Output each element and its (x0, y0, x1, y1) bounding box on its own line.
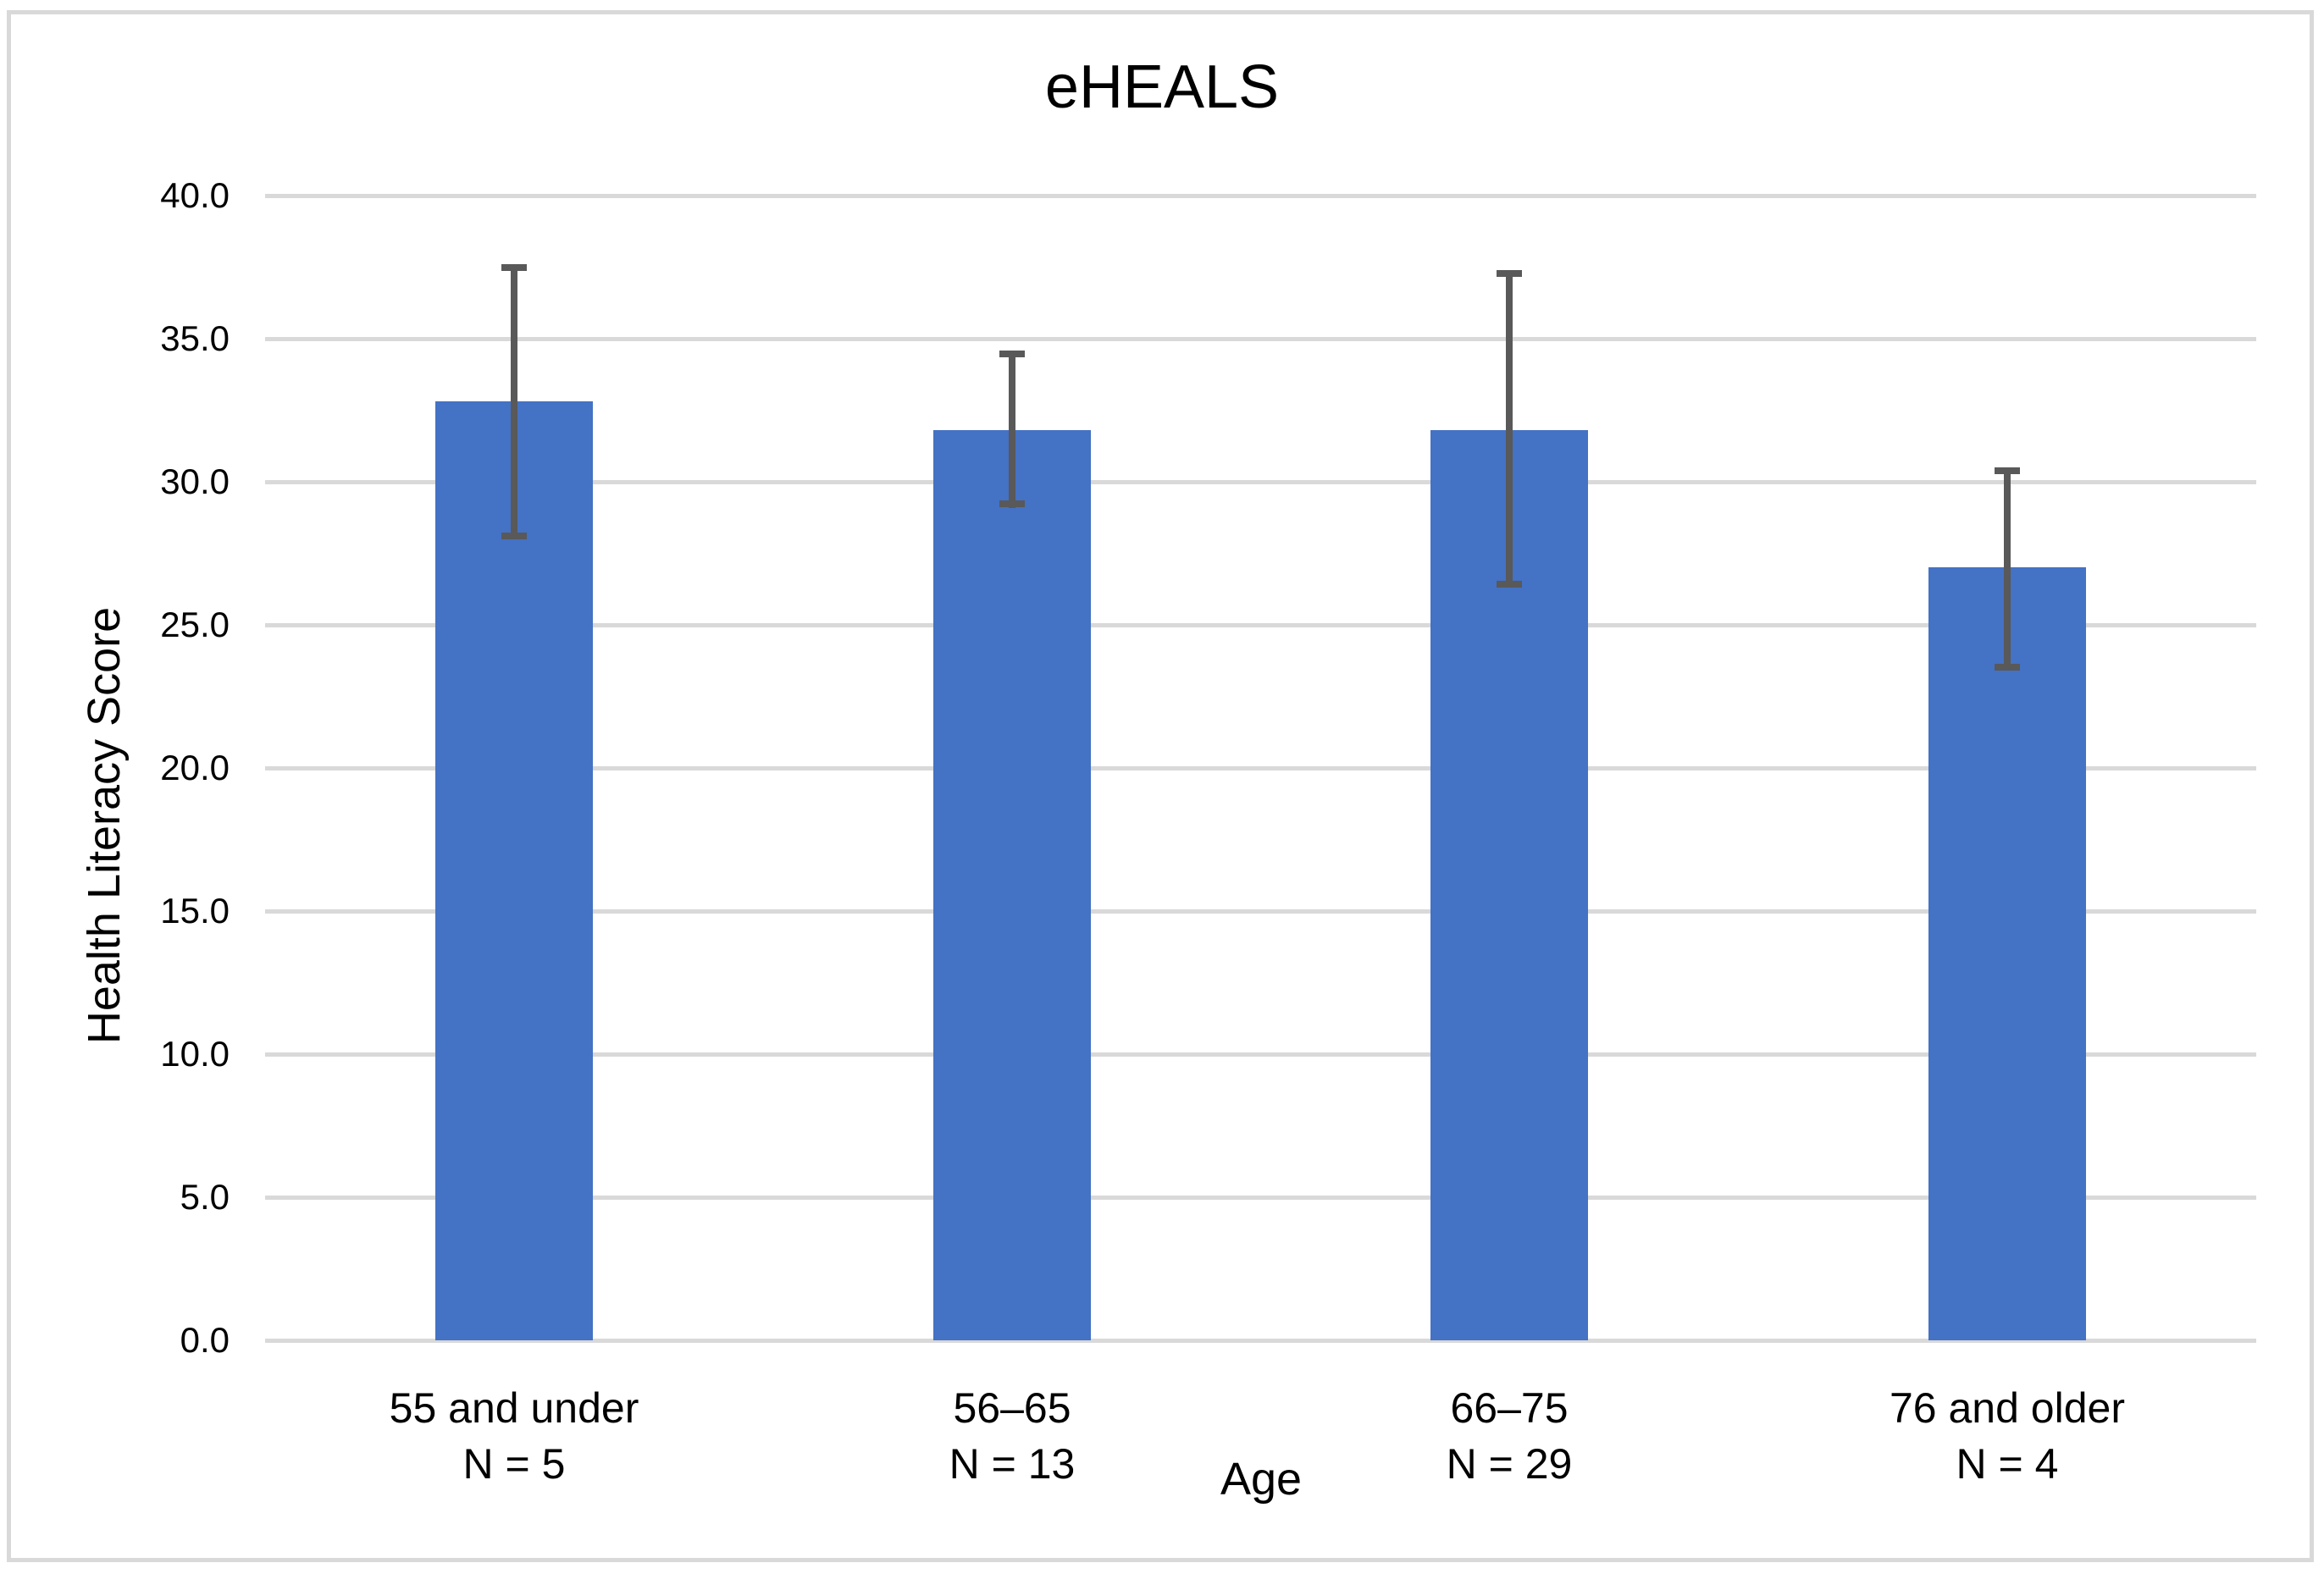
x-category-label: 76 and older N = 4 (1753, 1380, 2261, 1492)
x-category-name: 56–65 (953, 1384, 1071, 1432)
bar (1928, 567, 2086, 1340)
bar (435, 401, 593, 1340)
x-category-sample-size: N = 29 (1446, 1440, 1573, 1488)
gridline (265, 766, 2256, 770)
x-axis-title: Age (1220, 1454, 1303, 1505)
error-bar-bottom-cap (999, 500, 1025, 507)
error-bar-top-cap (1995, 467, 2020, 474)
error-bar (1009, 351, 1015, 508)
x-category-name: 66–75 (1450, 1384, 1569, 1432)
error-bar-bottom-cap (1497, 581, 1522, 588)
gridline (265, 1339, 2256, 1343)
chart-title: eHEALS (1044, 53, 1280, 121)
gridline (265, 480, 2256, 484)
gridline (265, 909, 2256, 914)
x-category-sample-size: N = 5 (462, 1440, 566, 1488)
x-category-label: 66–75 N = 29 (1255, 1380, 1763, 1492)
x-category-label: 55 and under N = 5 (260, 1380, 768, 1492)
y-tick-label: 0.0 (180, 1320, 230, 1360)
x-category-sample-size: N = 4 (1956, 1440, 2059, 1488)
gridline (265, 1196, 2256, 1200)
error-bar-bottom-cap (1995, 664, 2020, 671)
error-bar-top-cap (1497, 270, 1522, 277)
x-category-name: 76 and older (1889, 1384, 2125, 1432)
error-bar (511, 264, 517, 538)
gridline (265, 337, 2256, 341)
y-tick-label: 10.0 (160, 1034, 230, 1074)
y-tick-label: 5.0 (180, 1177, 230, 1217)
y-tick-label: 20.0 (160, 748, 230, 787)
error-bar (2004, 467, 2011, 671)
gridline (265, 194, 2256, 198)
error-bar-top-cap (501, 264, 527, 271)
bar (933, 430, 1091, 1340)
gridline (265, 623, 2256, 627)
x-category-sample-size: N = 13 (949, 1440, 1076, 1488)
y-tick-label: 15.0 (160, 891, 230, 931)
y-tick-label: 40.0 (160, 175, 230, 215)
y-tick-label: 30.0 (160, 461, 230, 501)
y-tick-label: 35.0 (160, 318, 230, 358)
error-bar-top-cap (999, 351, 1025, 357)
error-bar-bottom-cap (501, 533, 527, 539)
gridline (265, 1052, 2256, 1057)
y-tick-label: 25.0 (160, 605, 230, 644)
x-category-name: 55 and under (389, 1384, 639, 1432)
x-category-label: 56–65 N = 13 (758, 1380, 1266, 1492)
error-bar (1506, 270, 1513, 588)
